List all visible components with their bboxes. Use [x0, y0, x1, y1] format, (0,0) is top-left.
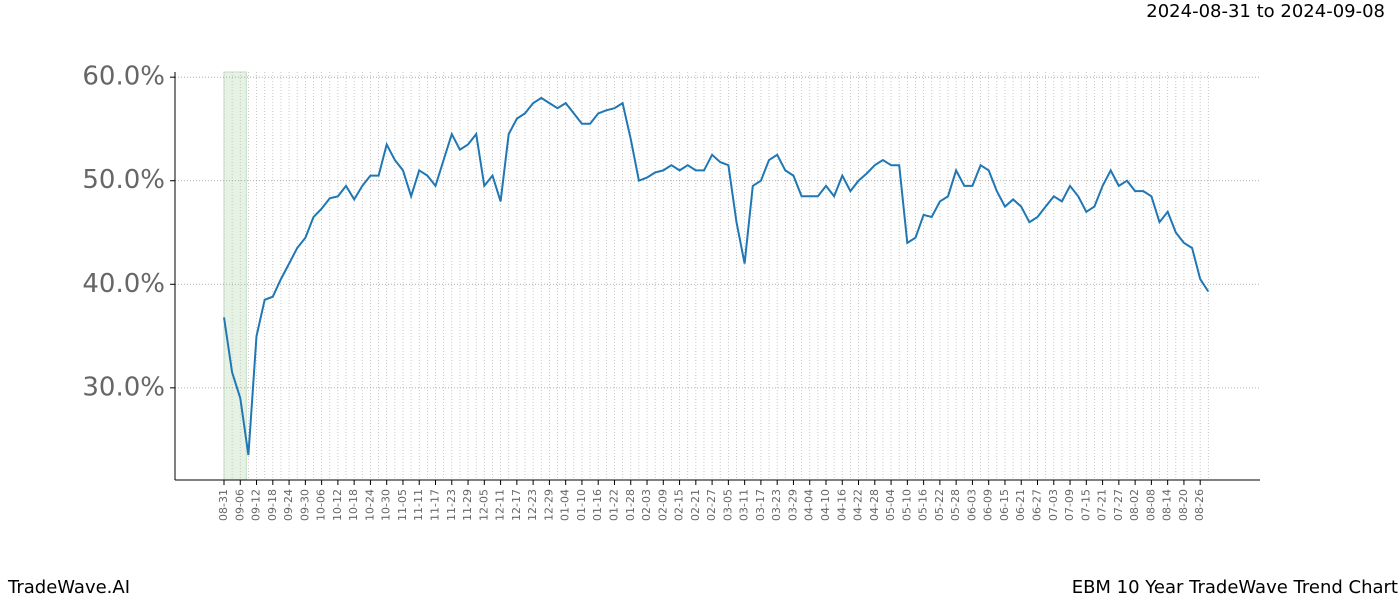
- x-tick-label: 12-29: [542, 489, 555, 521]
- x-tick-label: 01-16: [591, 489, 604, 521]
- y-tick-label: 30.0%: [82, 372, 165, 402]
- x-tick-label: 07-27: [1112, 489, 1125, 521]
- x-tick-label: 04-22: [852, 489, 865, 521]
- x-tick-label: 06-03: [965, 489, 978, 521]
- x-tick-label: 12-05: [477, 489, 490, 521]
- x-tick-label: 08-20: [1177, 489, 1190, 521]
- x-tick-label: 11-29: [461, 489, 474, 521]
- x-tick-label: 12-17: [510, 489, 523, 521]
- x-tick-label: 02-27: [705, 489, 718, 521]
- x-tick-label: 09-06: [233, 489, 246, 521]
- x-tick-label: 08-02: [1128, 489, 1141, 521]
- x-tick-label: 11-11: [412, 489, 425, 521]
- x-tick-label: 07-09: [1063, 489, 1076, 521]
- x-tick-label: 05-28: [949, 489, 962, 521]
- y-tick-label: 40.0%: [82, 269, 165, 299]
- watermark: TradeWave.AI: [7, 577, 130, 598]
- chart-subtitle: 2024-08-31 to 2024-09-08: [1146, 1, 1385, 22]
- x-tick-label: 08-26: [1193, 489, 1206, 521]
- x-tick-label: 11-17: [429, 489, 442, 521]
- x-tick-label: 06-09: [982, 489, 995, 521]
- x-tick-label: 02-15: [673, 489, 686, 521]
- x-tick-label: 08-31: [217, 489, 230, 521]
- x-tick-label: 10-06: [315, 489, 328, 521]
- x-tick-label: 09-24: [282, 489, 295, 521]
- x-tick-label: 02-21: [689, 489, 702, 521]
- x-tick-label: 05-10: [900, 489, 913, 521]
- x-tick-label: 06-27: [1031, 489, 1044, 521]
- x-tick-label: 04-28: [868, 489, 881, 521]
- x-tick-label: 10-24: [363, 489, 376, 521]
- x-tick-label: 11-05: [396, 489, 409, 521]
- y-tick-label: 60.0%: [82, 62, 165, 92]
- x-tick-label: 11-23: [445, 489, 458, 521]
- series-line: [223, 96, 1210, 456]
- x-tick-label: 10-18: [347, 489, 360, 521]
- x-tick-label: 10-12: [331, 489, 344, 521]
- x-tick-label: 01-22: [607, 489, 620, 521]
- x-tick-label: 09-12: [250, 489, 263, 521]
- x-tick-label: 08-14: [1161, 489, 1174, 521]
- x-tick-label: 03-17: [754, 489, 767, 521]
- x-tick-label: 08-08: [1144, 489, 1157, 521]
- x-tick-label: 10-30: [380, 489, 393, 521]
- x-tick-label: 05-22: [933, 489, 946, 521]
- x-tick-label: 12-23: [526, 489, 539, 521]
- x-tick-label: 07-15: [1079, 489, 1092, 521]
- x-tick-label: 06-21: [1014, 489, 1027, 521]
- x-tick-label: 04-04: [803, 489, 816, 521]
- x-tick-label: 03-05: [721, 489, 734, 521]
- x-tick-label: 09-30: [298, 489, 311, 521]
- chart-title: EBM 10 Year TradeWave Trend Chart: [1072, 577, 1398, 598]
- x-tick-label: 05-04: [884, 489, 897, 521]
- x-tick-label: 03-23: [770, 489, 783, 521]
- x-tick-label: 07-21: [1096, 489, 1109, 521]
- x-tick-label: 03-29: [786, 489, 799, 521]
- x-tick-label: 09-18: [266, 489, 279, 521]
- x-tick-label: 04-16: [835, 489, 848, 521]
- x-tick-label: 01-10: [575, 489, 588, 521]
- x-tick-label: 04-10: [819, 489, 832, 521]
- x-tick-label: 01-28: [624, 489, 637, 521]
- y-tick-label: 50.0%: [82, 165, 165, 195]
- x-tick-label: 03-11: [738, 489, 751, 521]
- x-tick-label: 12-11: [494, 489, 507, 521]
- x-tick-label: 01-04: [559, 489, 572, 521]
- x-tick-label: 07-03: [1047, 489, 1060, 521]
- x-tick-label: 02-03: [640, 489, 653, 521]
- x-tick-label: 06-15: [998, 489, 1011, 521]
- x-tick-label: 02-09: [656, 489, 669, 521]
- x-tick-label: 05-16: [917, 489, 930, 521]
